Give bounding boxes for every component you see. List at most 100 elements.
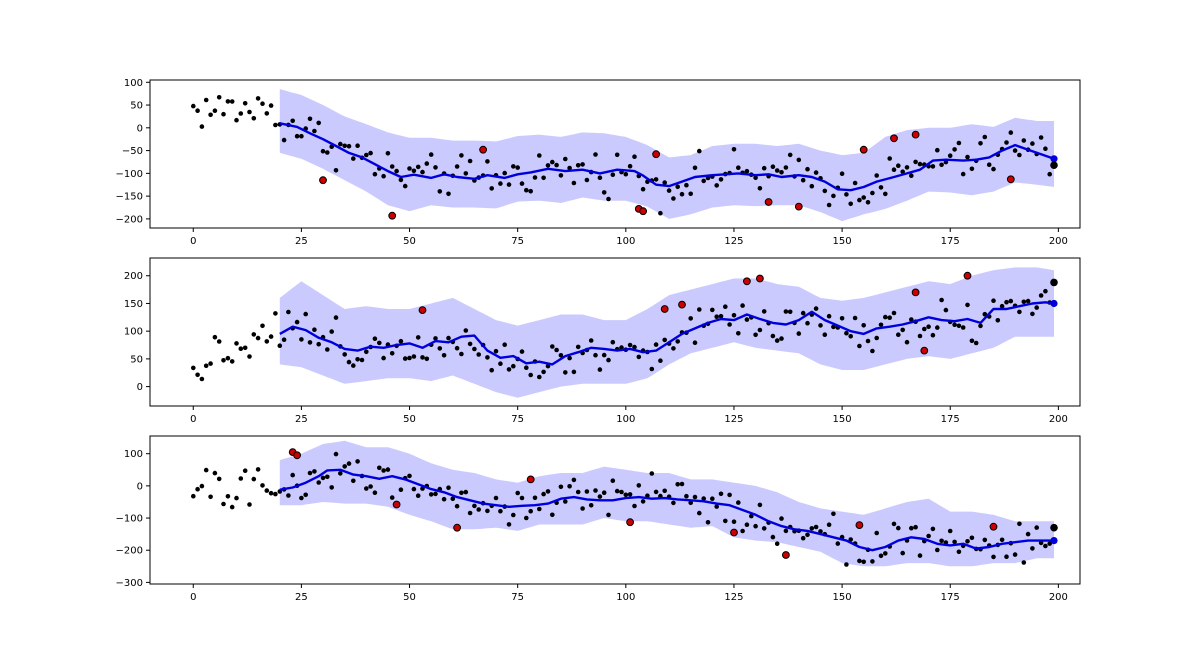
- observation-point: [848, 334, 853, 339]
- observation-point: [627, 342, 633, 348]
- observation-point: [658, 358, 663, 364]
- observation-point: [900, 327, 905, 333]
- observation-point: [965, 154, 970, 160]
- observation-point: [415, 335, 421, 340]
- observation-point: [861, 559, 866, 565]
- observation-point: [649, 471, 655, 476]
- x-tick: 150: [833, 406, 852, 425]
- outlier-point: [678, 300, 686, 309]
- observation-point: [351, 156, 356, 161]
- y-tick-label: 0: [137, 382, 143, 393]
- observation-point: [312, 128, 317, 134]
- observation-point: [965, 539, 970, 544]
- observation-point: [991, 298, 996, 304]
- observation-point: [891, 310, 897, 316]
- observation-point: [1034, 305, 1039, 310]
- observation-point: [688, 191, 693, 197]
- observation-point: [580, 506, 585, 511]
- observation-point: [1012, 148, 1018, 153]
- x-tick: 200: [1049, 406, 1068, 425]
- observation-point: [904, 339, 910, 345]
- observation-point: [913, 159, 918, 165]
- observation-point: [528, 188, 533, 194]
- outlier-point: [743, 277, 751, 286]
- y-tick-label: −200: [116, 546, 143, 557]
- observation-point: [255, 96, 261, 101]
- outlier-point: [453, 523, 462, 532]
- outlier-point: [911, 130, 920, 139]
- outlier-point: [782, 551, 790, 559]
- x-tick-label: 150: [833, 592, 852, 603]
- x-tick-label: 50: [403, 236, 416, 247]
- observation-point: [368, 484, 373, 489]
- outlier-point: [293, 451, 302, 460]
- observation-point: [433, 336, 438, 341]
- observation-point: [727, 492, 732, 498]
- observation-point: [563, 370, 568, 375]
- observation-point: [878, 322, 884, 328]
- observation-point: [627, 163, 633, 169]
- observation-points: [191, 451, 1052, 567]
- observation-point: [809, 526, 815, 531]
- observation-point: [316, 120, 322, 126]
- last-observation-point: [1050, 278, 1058, 287]
- observation-point: [255, 467, 261, 472]
- observation-point: [614, 488, 620, 494]
- observation-point: [865, 200, 871, 205]
- observation-point: [571, 369, 577, 375]
- observation-point: [705, 520, 711, 525]
- observation-point: [870, 348, 875, 354]
- x-tick: 25: [295, 406, 308, 425]
- observation-point: [498, 361, 503, 367]
- observation-point: [610, 339, 616, 345]
- observation-point: [1030, 546, 1035, 551]
- observation-point: [299, 337, 304, 342]
- observation-point: [268, 334, 274, 339]
- observation-point: [541, 175, 546, 181]
- observation-point: [351, 363, 356, 368]
- observation-point: [528, 508, 533, 514]
- observation-point: [909, 317, 914, 322]
- observation-point: [796, 331, 802, 336]
- observation-point: [208, 361, 213, 366]
- y-tick-label: 0: [137, 481, 143, 492]
- observation-point: [195, 372, 200, 378]
- x-tick-label: 200: [1049, 236, 1068, 247]
- x-tick: 125: [724, 228, 744, 247]
- observation-point: [675, 339, 680, 344]
- observation-point: [904, 165, 910, 170]
- observation-point: [558, 353, 564, 358]
- observation-point: [640, 499, 646, 504]
- observation-point: [234, 341, 239, 346]
- observation-point: [718, 491, 724, 497]
- observation-point: [606, 357, 611, 363]
- observation-point: [532, 495, 538, 501]
- y-tick-label: −100: [116, 514, 143, 525]
- observation-point: [632, 344, 637, 350]
- outlier-point: [730, 528, 738, 537]
- observation-point: [636, 354, 642, 360]
- observation-point: [610, 478, 616, 484]
- observation-point: [260, 101, 265, 106]
- observation-point: [1021, 560, 1027, 565]
- observation-point: [593, 488, 598, 493]
- observation-point: [446, 485, 451, 491]
- observation-point: [978, 323, 983, 329]
- observation-point: [753, 332, 758, 338]
- y-tick: 150: [124, 299, 150, 310]
- observation-point: [368, 150, 373, 156]
- observation-point: [454, 503, 460, 509]
- x-tick-label: 75: [511, 592, 524, 603]
- observation-point: [489, 186, 495, 191]
- outlier-points: [418, 271, 972, 355]
- observation-point: [515, 490, 520, 496]
- observation-point: [653, 342, 659, 347]
- observation-point: [485, 159, 490, 164]
- observation-point: [597, 367, 603, 372]
- observation-point: [960, 325, 966, 330]
- observation-point: [312, 469, 317, 474]
- x-tick: 25: [295, 228, 308, 247]
- observation-point: [999, 537, 1005, 543]
- observation-point: [606, 196, 611, 202]
- outlier-points: [288, 448, 998, 559]
